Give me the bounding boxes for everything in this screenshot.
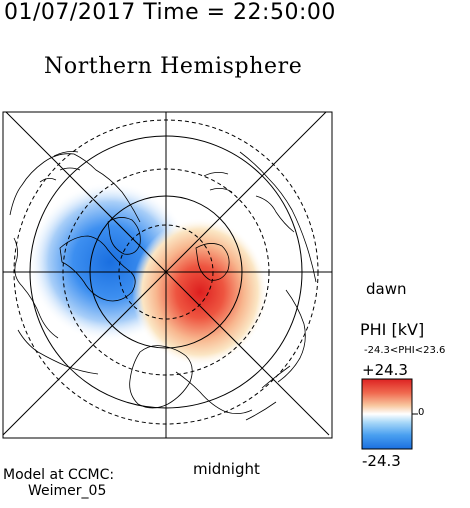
grid-lines [3, 112, 332, 438]
colorbar-title: PHI [kV] [360, 320, 425, 339]
timestamp: 01/07/2017 Time = 22:50:00 [4, 0, 336, 25]
dawn-label: dawn [366, 280, 407, 298]
colorbar-max-label: +24.3 [362, 361, 408, 379]
midnight-label: midnight [193, 460, 260, 478]
colorbar-min-label: -24.3 [362, 452, 401, 470]
colorbar-zero-label: 0 [418, 407, 425, 418]
colorbar-range: -24.3<PHI<23.6 [364, 345, 446, 356]
model-credit-line1: Model at CCMC: [3, 467, 115, 483]
meridian [3, 112, 327, 436]
plot-title: Northern Hemisphere [44, 54, 303, 79]
model-credit-line2: Weimer_05 [28, 483, 107, 499]
coastlines [9, 151, 317, 421]
colorbar-gradient [361, 378, 413, 450]
